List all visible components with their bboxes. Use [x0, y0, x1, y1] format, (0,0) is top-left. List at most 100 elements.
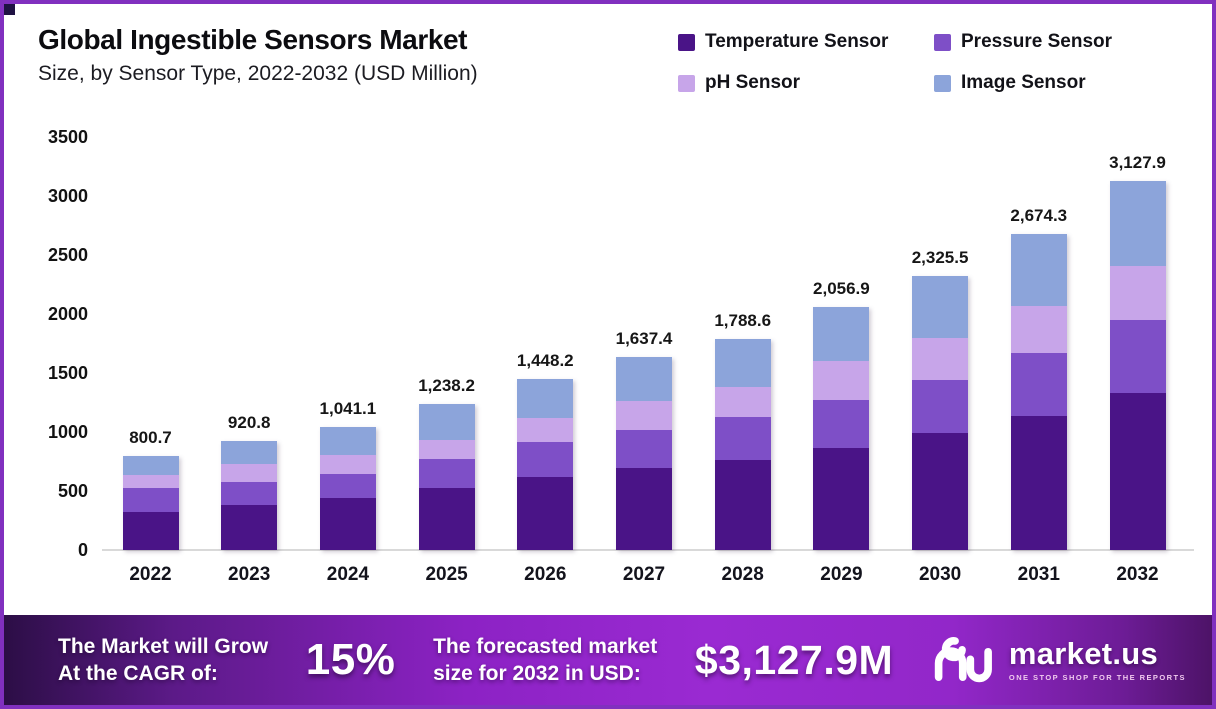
bar-2023-pressure-sensor — [221, 482, 278, 506]
bar-2025-image-sensor — [418, 403, 475, 440]
bar-total-label-2032: 3,127.9 — [1109, 152, 1166, 172]
x-axis-tick-2026: 2026 — [524, 564, 567, 585]
forecast-label-line1: The forecasted market — [433, 634, 658, 658]
y-axis-tick-500: 500 — [57, 481, 88, 501]
bar-2027-temperature-sensor — [616, 467, 672, 550]
cagr-label-line2: At the CAGR of: — [58, 662, 218, 685]
x-axis-tick-2023: 2023 — [228, 564, 271, 585]
brand-text: market.us ONE STOP SHOP FOR THE REPORTS — [1009, 638, 1186, 682]
bar-2024-image-sensor — [319, 427, 376, 455]
bar-2030-pressure-sensor — [912, 380, 969, 434]
forecast-value: $3,127.9M — [694, 636, 894, 683]
bar-2022-temperature-sensor — [122, 511, 179, 550]
bar-2028 — [714, 338, 771, 550]
y-axis-tick-3500: 3500 — [47, 127, 88, 147]
bar-2024-pressure-sensor — [319, 473, 376, 498]
x-axis-tick-2027: 2027 — [622, 564, 666, 585]
cagr-label: The Market will Grow At the CAGR of: — [58, 633, 268, 688]
y-axis-tick-0: 0 — [77, 540, 88, 560]
bar-2027 — [616, 356, 672, 550]
bar-2031 — [1010, 234, 1067, 550]
y-axis-tick-1500: 1500 — [47, 363, 88, 383]
bar-2032-image-sensor — [1109, 180, 1166, 266]
bar-2022-image-sensor — [122, 455, 179, 476]
bar-2023-temperature-sensor — [221, 505, 278, 550]
bar-2032-pressure-sensor — [1109, 319, 1166, 393]
bar-2028-pressure-sensor — [714, 416, 771, 460]
x-axis-tick-2022: 2022 — [129, 564, 172, 585]
x-axis-tick-2025: 2025 — [425, 564, 468, 585]
cagr-value: 15% — [305, 635, 396, 684]
bar-2029 — [813, 307, 870, 550]
bar-2025-ph-sensor — [418, 439, 475, 460]
bar-total-label-2029: 2,056.9 — [813, 279, 870, 299]
bar-total-label-2026: 1,448.2 — [516, 351, 574, 371]
brand-name: market.us — [1008, 636, 1159, 671]
bar-2025-temperature-sensor — [418, 488, 475, 550]
corner-accent — [4, 4, 15, 15]
x-axis-tick-2032: 2032 — [1116, 564, 1159, 585]
bar-2028-image-sensor — [714, 338, 771, 387]
legend-label: Pressure Sensor — [961, 31, 1113, 52]
y-axis-tick-2500: 2500 — [47, 245, 88, 265]
brand-logo-icon — [934, 637, 992, 683]
brand-logo: market.us ONE STOP SHOP FOR THE REPORTS — [931, 635, 1186, 685]
bar-total-label-2023: 920.8 — [227, 413, 271, 433]
bar-total-label-2031: 2,674.3 — [1010, 206, 1068, 226]
forecast-label: The forecasted market size for 2032 in U… — [433, 633, 657, 688]
bar-2028-ph-sensor — [714, 386, 771, 417]
legend-label: Image Sensor — [961, 72, 1086, 93]
bar-2030 — [912, 275, 969, 550]
bar-2027-pressure-sensor — [616, 430, 672, 468]
legend-swatch-icon — [678, 74, 695, 92]
x-axis-tick-2024: 2024 — [326, 564, 370, 585]
bar-total-label-2028: 1,788.6 — [714, 310, 772, 330]
legend-item-image-sensor: Image Sensor — [934, 71, 1184, 95]
bar-2029-image-sensor — [813, 307, 870, 362]
bar-2028-temperature-sensor — [714, 459, 771, 550]
bar-2026-pressure-sensor — [517, 442, 574, 477]
bar-2031-temperature-sensor — [1010, 416, 1067, 550]
legend-swatch-icon — [678, 33, 695, 51]
bar-total-label-2030: 2,325.5 — [911, 247, 969, 267]
bar-total-label-2024: 1,041.1 — [319, 399, 377, 419]
x-axis-tick-2028: 2028 — [721, 564, 764, 585]
bar-2031-pressure-sensor — [1010, 352, 1067, 417]
bar-2024-ph-sensor — [319, 454, 376, 474]
page-subtitle: Size, by Sensor Type, 2022-2032 (USD Mil… — [38, 62, 478, 86]
bar-2022-pressure-sensor — [122, 488, 179, 512]
bar-2027-image-sensor — [616, 356, 672, 402]
bar-2030-image-sensor — [912, 275, 969, 339]
bar-total-label-2022: 800.7 — [129, 427, 172, 447]
bar-2024 — [319, 427, 376, 550]
bottom-divider — [4, 705, 1216, 709]
bar-2029-ph-sensor — [813, 361, 870, 400]
bar-2029-temperature-sensor — [813, 447, 870, 550]
bar-2029-pressure-sensor — [813, 399, 870, 448]
legend-item-ph-sensor: pH Sensor — [678, 71, 934, 95]
legend-label: Temperature Sensor — [705, 31, 889, 52]
footer-banner: The Market will Grow At the CAGR of: 15%… — [4, 615, 1212, 705]
bar-2022-ph-sensor — [122, 475, 179, 489]
bar-2026-image-sensor — [517, 379, 574, 418]
bar-2032 — [1109, 180, 1166, 550]
bar-total-label-2027: 1,637.4 — [615, 328, 673, 348]
bar-2025-pressure-sensor — [418, 459, 475, 489]
x-axis-tick-2029: 2029 — [820, 564, 863, 585]
chart-header: Global Ingestible Sensors Market Size, b… — [38, 22, 658, 86]
page-title: Global Ingestible Sensors Market — [38, 24, 468, 55]
y-axis-tick-1000: 1000 — [47, 422, 88, 442]
bar-2023 — [221, 441, 278, 550]
bar-2024-temperature-sensor — [319, 497, 376, 550]
bar-2032-temperature-sensor — [1109, 392, 1166, 550]
legend-item-pressure-sensor: Pressure Sensor — [934, 30, 1184, 54]
x-axis-line — [102, 549, 1194, 551]
brand-tagline: ONE STOP SHOP FOR THE REPORTS — [1008, 673, 1186, 682]
bar-2026-temperature-sensor — [517, 476, 574, 550]
cagr-label-line1: The Market will Grow — [58, 634, 269, 658]
bar-2030-ph-sensor — [912, 338, 969, 381]
y-axis-tick-3000: 3000 — [47, 186, 88, 206]
bar-total-label-2025: 1,238.2 — [418, 375, 475, 395]
legend-label: pH Sensor — [705, 72, 801, 93]
